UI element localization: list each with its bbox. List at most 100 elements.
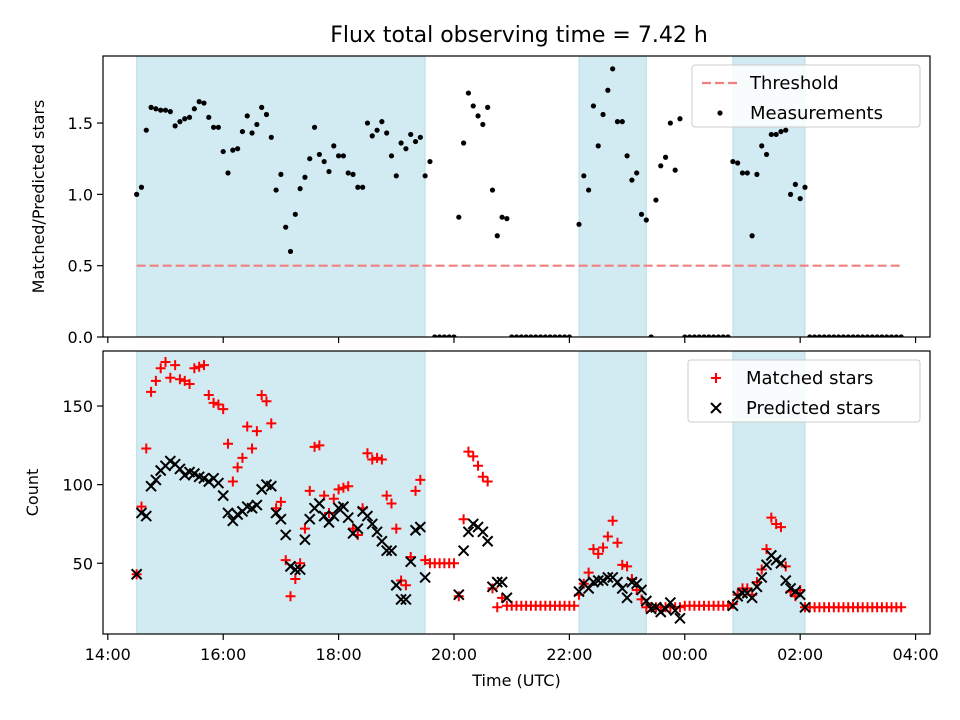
- measurement-point: [186, 114, 193, 120]
- measurement-point: [340, 153, 347, 159]
- measurement-point: [427, 158, 433, 165]
- observing-interval-span: [578, 56, 647, 337]
- measurement-point: [153, 106, 159, 112]
- measurement-point: [287, 248, 294, 255]
- measurement-point: [888, 334, 895, 337]
- measurement-point: [388, 153, 395, 159]
- predicted-stars-point: [659, 603, 672, 615]
- measurement-point: [465, 90, 472, 96]
- measurement-point: [162, 107, 169, 113]
- legend-label: Measurements: [750, 103, 883, 124]
- legend-box: [687, 359, 921, 423]
- matched-stars-point: [256, 390, 267, 401]
- legend-label: Predicted stars: [746, 398, 880, 419]
- measurement-point: [220, 148, 226, 155]
- matched-stars-point: [473, 460, 484, 471]
- matched-stars-point: [607, 515, 618, 526]
- series-predicted-stars: [130, 455, 811, 624]
- matched-stars-point: [761, 544, 772, 555]
- matched-stars-point: [160, 357, 171, 368]
- measurement-point: [461, 140, 467, 146]
- predicted-stars-point: [775, 557, 787, 569]
- measurement-point: [643, 217, 649, 223]
- predicted-stars-point: [217, 489, 229, 502]
- measurement-point: [379, 119, 385, 125]
- predicted-stars-point: [640, 595, 653, 607]
- predicted-stars-point: [481, 535, 494, 547]
- matched-stars-point: [487, 583, 498, 594]
- predicted-stars-point: [328, 510, 340, 522]
- predicted-stars-point: [150, 474, 162, 486]
- measurement-point: [696, 334, 702, 337]
- matched-stars-point: [198, 360, 209, 371]
- measurement-point: [869, 334, 875, 337]
- predicted-stars-point: [318, 510, 330, 522]
- measurement-point: [759, 143, 765, 149]
- measurement-point: [658, 163, 664, 169]
- predicted-stars-point: [419, 571, 431, 584]
- x-axis-label: Time (UTC): [471, 671, 560, 690]
- legend-matched-swatch: [711, 373, 721, 383]
- matched-stars-point: [381, 490, 392, 501]
- y-axis-label: Matched/Predicted stars: [29, 100, 48, 294]
- measurement-point: [374, 127, 380, 133]
- predicted-stars-point: [602, 571, 614, 584]
- measurement-point: [542, 334, 548, 337]
- measurement-point: [480, 121, 486, 128]
- matched-stars-point: [333, 484, 344, 495]
- predicted-stars-point: [674, 612, 686, 624]
- measurement-point: [345, 170, 351, 176]
- matched-stars-point: [174, 374, 185, 385]
- measurement-point: [215, 124, 221, 130]
- matched-stars-point: [213, 399, 224, 410]
- measurement-point: [864, 334, 871, 337]
- x-tick-label: 16:00: [200, 645, 246, 664]
- predicted-stars-point: [611, 576, 624, 588]
- predicted-stars-point: [400, 593, 412, 606]
- matched-stars-point: [155, 363, 166, 374]
- measurement-point: [326, 168, 332, 175]
- measurement-point: [754, 171, 760, 177]
- series-matched-stars: [131, 357, 907, 613]
- measurement-point: [879, 334, 885, 337]
- measurement-point: [206, 114, 212, 120]
- figure-title: Flux total observing time = 7.42 h: [330, 23, 708, 48]
- measurement-point: [783, 127, 789, 133]
- ratio-panel: 0.0 0.5 1.0 1.5 Matched/Predicted stars Thres…: [29, 55, 931, 347]
- predicted-stars-point: [352, 522, 364, 535]
- predicted-stars-point: [380, 544, 393, 557]
- measurement-point: [850, 334, 856, 337]
- measurement-point: [167, 109, 173, 115]
- measurement-point: [182, 116, 188, 122]
- predicted-stars-point: [453, 588, 465, 601]
- predicted-stars-point: [592, 574, 604, 587]
- measurement-point: [773, 131, 779, 138]
- measurement-point: [273, 187, 279, 193]
- measurement-point: [845, 334, 851, 337]
- measurement-point: [475, 113, 481, 119]
- matched-stars-point: [448, 558, 459, 569]
- measurement-point: [384, 130, 390, 136]
- measurement-point: [518, 334, 524, 337]
- measurement-point: [836, 334, 842, 337]
- measurement-point: [456, 214, 462, 220]
- measurement-point: [605, 87, 611, 93]
- matched-stars-point: [569, 600, 580, 611]
- measurement-point: [730, 158, 736, 165]
- measurement-point: [408, 131, 414, 138]
- matched-stars-point: [372, 452, 383, 463]
- measurement-point: [249, 130, 255, 136]
- measurement-point: [893, 334, 899, 337]
- matched-stars-point: [468, 451, 479, 462]
- measurement-point: [278, 171, 284, 177]
- measurement-point: [648, 334, 654, 337]
- measurement-point: [600, 111, 606, 118]
- measurement-point: [316, 151, 322, 158]
- matched-stars-point: [170, 360, 181, 371]
- matched-stars-point: [290, 573, 301, 584]
- measurement-point: [735, 160, 741, 166]
- matched-stars-point: [237, 452, 248, 463]
- measurement-point: [662, 154, 669, 160]
- matched-stars-point: [362, 448, 373, 459]
- predicted-stars-point: [573, 585, 585, 598]
